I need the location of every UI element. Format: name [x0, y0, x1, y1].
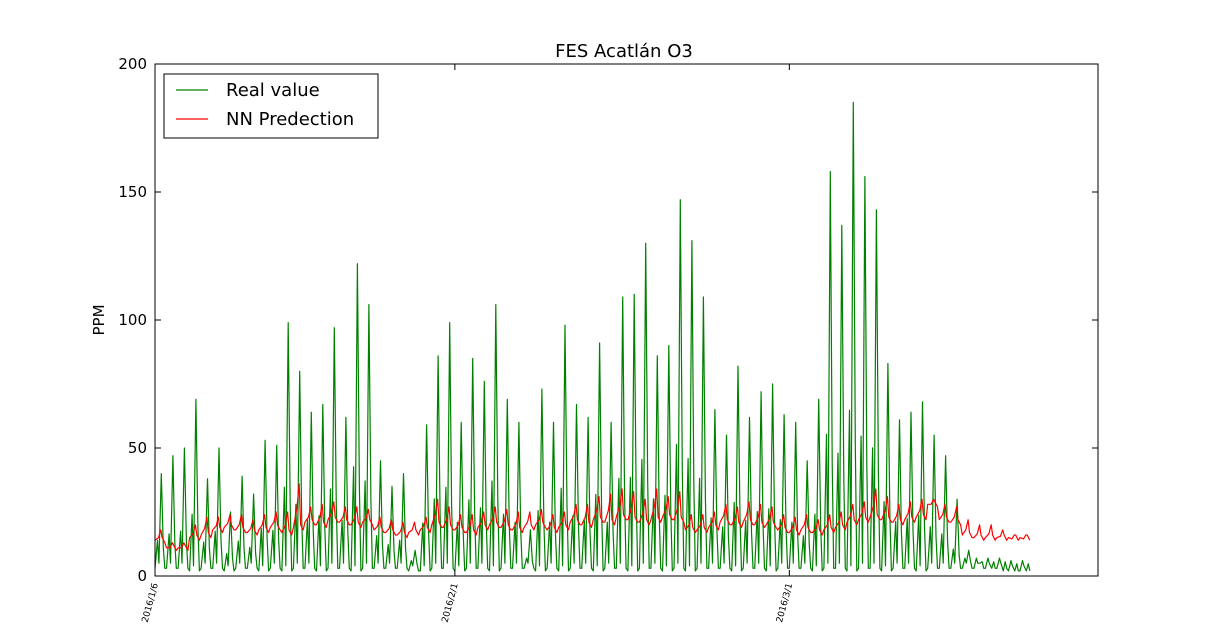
series-lines: [155, 101, 1031, 572]
legend: Real value NN Predection: [163, 73, 379, 139]
y-tick-label-0: 0: [137, 567, 147, 585]
legend-box: [163, 73, 379, 139]
y-tick-label-3: 150: [118, 183, 147, 201]
legend-label-0: Real value: [226, 80, 320, 101]
series-line-nn-predection: [155, 483, 1031, 551]
legend-label-1: NN Predection: [226, 109, 354, 130]
x-tick-label-2: 2016/3/1: [775, 582, 795, 624]
chart-title: FES Acatlán O3: [555, 41, 693, 62]
x-tick-label-1: 2016/2/1: [441, 582, 461, 624]
y-axis: 0 50 100 150 200: [118, 55, 1098, 585]
plot-area: [155, 101, 1031, 572]
y-tick-label-2: 100: [118, 311, 147, 329]
series-line-real-value: [155, 101, 1031, 572]
y-tick-label-4: 200: [118, 55, 147, 73]
x-tick-label-0: 2016/1/6: [141, 582, 161, 624]
y-tick-label-1: 50: [128, 439, 147, 457]
y-axis-label: PPM: [90, 304, 108, 335]
